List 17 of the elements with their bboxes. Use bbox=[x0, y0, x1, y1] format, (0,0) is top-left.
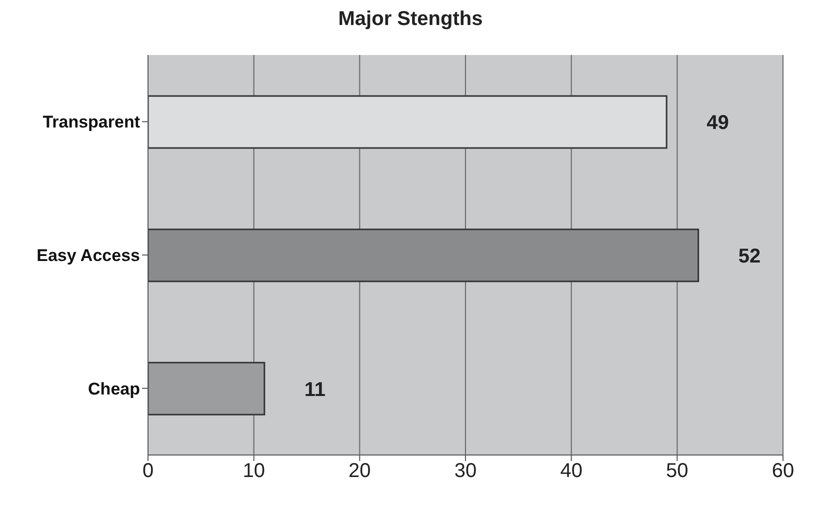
y-tick-label: Easy Access bbox=[36, 246, 140, 266]
chart-title: Major Stengths bbox=[337, 8, 484, 31]
x-tick-label: 60 bbox=[772, 460, 794, 482]
data-label: 11 bbox=[304, 378, 326, 401]
bar bbox=[148, 362, 266, 416]
bar bbox=[148, 228, 700, 282]
x-tick-label: 20 bbox=[348, 460, 371, 482]
data-label: 52 bbox=[738, 245, 761, 268]
y-tick-label: Cheap bbox=[88, 379, 140, 398]
x-tick-label: 10 bbox=[242, 460, 265, 482]
x-tick-label: 50 bbox=[666, 460, 688, 482]
x-tick-label: 40 bbox=[560, 460, 582, 482]
x-tick-label: 0 bbox=[142, 460, 154, 482]
data-label: 49 bbox=[706, 112, 729, 134]
y-tick-label: Transparent bbox=[42, 112, 140, 132]
bar bbox=[148, 95, 668, 149]
x-tick-label: 30 bbox=[454, 460, 477, 482]
